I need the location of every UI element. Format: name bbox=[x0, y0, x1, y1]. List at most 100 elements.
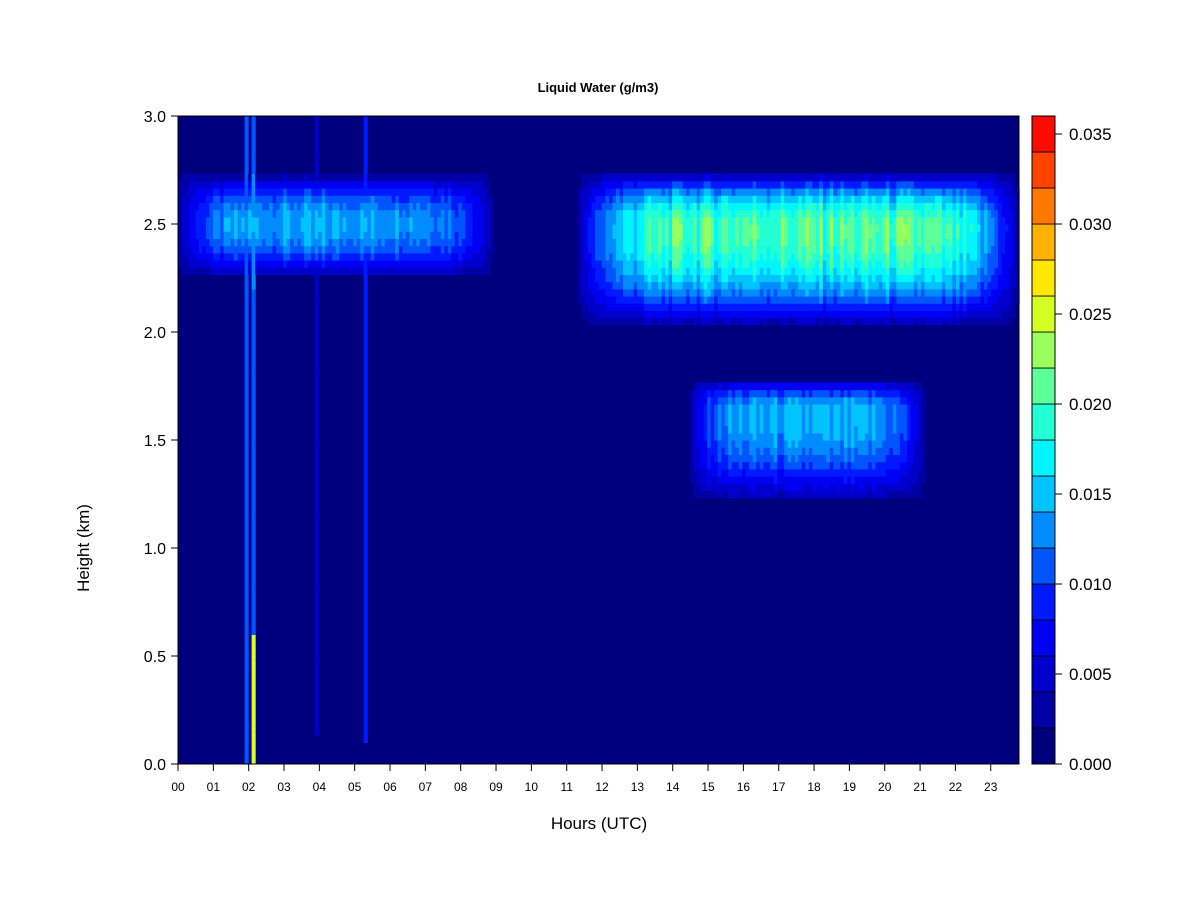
heatmap-cell bbox=[717, 224, 722, 232]
heatmap-cell bbox=[819, 180, 824, 189]
heatmap-cell bbox=[602, 296, 607, 304]
heatmap-cell bbox=[917, 260, 922, 268]
heatmap-cell bbox=[777, 274, 782, 283]
heatmap-cell bbox=[878, 447, 883, 455]
heatmap-cell bbox=[654, 209, 659, 218]
heatmap-cell bbox=[241, 260, 246, 268]
heatmap-cell bbox=[721, 476, 726, 484]
heatmap-cell bbox=[843, 195, 848, 203]
heatmap-cell bbox=[616, 303, 621, 311]
heatmap-cell bbox=[910, 404, 915, 412]
heatmap-cell bbox=[815, 411, 820, 419]
heatmap-cell bbox=[447, 209, 452, 218]
heatmap-cell bbox=[349, 260, 354, 268]
heatmap-cell bbox=[906, 274, 911, 283]
heatmap-cell bbox=[444, 238, 449, 247]
heatmap-cell bbox=[924, 224, 929, 232]
heatmap-cell bbox=[742, 461, 747, 470]
heatmap-cell bbox=[742, 396, 747, 405]
heatmap-cell bbox=[742, 447, 747, 455]
heatmap-cell bbox=[304, 231, 309, 239]
heatmap-cell bbox=[314, 173, 319, 182]
heatmap-cell bbox=[339, 238, 344, 247]
heatmap-cell bbox=[595, 281, 600, 290]
heatmap-cell bbox=[836, 425, 841, 434]
heatmap-cell bbox=[682, 274, 687, 283]
heatmap-cell bbox=[763, 252, 768, 261]
heatmap-cell bbox=[458, 216, 463, 225]
heatmap-cell bbox=[314, 245, 319, 254]
heatmap-cell bbox=[626, 180, 631, 189]
heatmap-cell bbox=[749, 476, 754, 484]
heatmap-cell bbox=[854, 432, 859, 441]
heatmap-cell bbox=[948, 195, 954, 203]
heatmap-cell bbox=[689, 288, 694, 297]
heatmap-cell bbox=[591, 231, 596, 239]
heatmap-cell bbox=[412, 260, 417, 268]
heatmap-cell bbox=[325, 188, 330, 196]
heatmap-cell bbox=[363, 677, 368, 686]
heatmap-cell bbox=[707, 404, 712, 412]
heatmap-cell bbox=[580, 209, 586, 218]
heatmap-cell bbox=[966, 296, 971, 304]
heatmap-cell bbox=[784, 389, 789, 398]
heatmap-cell bbox=[973, 238, 978, 247]
heatmap-cell bbox=[749, 396, 754, 405]
heatmap-cell bbox=[759, 288, 764, 297]
heatmap-cell bbox=[784, 303, 789, 311]
heatmap-cell bbox=[717, 252, 722, 261]
heatmap-cell bbox=[868, 216, 873, 225]
heatmap-cell bbox=[314, 670, 319, 679]
heatmap-cell bbox=[896, 490, 901, 499]
heatmap-cell bbox=[969, 180, 975, 189]
heatmap-cell bbox=[847, 296, 852, 304]
heatmap-cell bbox=[913, 288, 918, 297]
heatmap-cell bbox=[314, 461, 319, 470]
heatmap-cell bbox=[644, 252, 649, 261]
heatmap-cell bbox=[805, 447, 810, 455]
heatmap-cell bbox=[731, 288, 736, 297]
heatmap-cell bbox=[966, 281, 971, 290]
heatmap-cell bbox=[234, 231, 239, 239]
heatmap-cell bbox=[696, 238, 701, 247]
heatmap-cell bbox=[903, 490, 908, 499]
heatmap-cell bbox=[223, 188, 228, 196]
heatmap-cell bbox=[717, 281, 722, 290]
heatmap-cell bbox=[602, 252, 607, 261]
heatmap-cell bbox=[437, 231, 442, 239]
heatmap-cell bbox=[605, 209, 610, 218]
heatmap-cell bbox=[896, 195, 901, 203]
heatmap-cell bbox=[433, 180, 438, 189]
heatmap-cell bbox=[251, 749, 256, 758]
heatmap-cell bbox=[885, 411, 890, 419]
heatmap-cell bbox=[633, 274, 638, 283]
heatmap-cell bbox=[794, 389, 799, 398]
heatmap-cell bbox=[461, 173, 466, 182]
heatmap-cell bbox=[412, 267, 417, 275]
heatmap-cell bbox=[759, 454, 764, 463]
heatmap-cell bbox=[756, 404, 761, 412]
heatmap-cell bbox=[276, 202, 281, 211]
heatmap-cell bbox=[682, 260, 687, 268]
heatmap-cell bbox=[682, 195, 687, 203]
heatmap-cell bbox=[903, 224, 908, 232]
heatmap-cell bbox=[731, 260, 736, 268]
heatmap-cell bbox=[829, 288, 834, 297]
heatmap-cell bbox=[819, 411, 824, 419]
heatmap-cell bbox=[815, 382, 820, 391]
heatmap-cell bbox=[833, 418, 838, 427]
heatmap-cell bbox=[444, 173, 449, 182]
heatmap-cell bbox=[812, 288, 817, 297]
heatmap-cell bbox=[738, 447, 743, 455]
heatmap-cell bbox=[777, 209, 782, 218]
heatmap-cell bbox=[742, 310, 747, 319]
heatmap-cell bbox=[854, 216, 859, 225]
heatmap-cell bbox=[609, 231, 614, 239]
heatmap-cell bbox=[251, 756, 256, 765]
heatmap-cell bbox=[749, 180, 754, 189]
heatmap-cell bbox=[591, 274, 596, 283]
heatmap-cell bbox=[805, 310, 810, 319]
heatmap-cell bbox=[938, 209, 943, 218]
heatmap-cell bbox=[777, 245, 782, 254]
heatmap-cell bbox=[244, 245, 249, 254]
